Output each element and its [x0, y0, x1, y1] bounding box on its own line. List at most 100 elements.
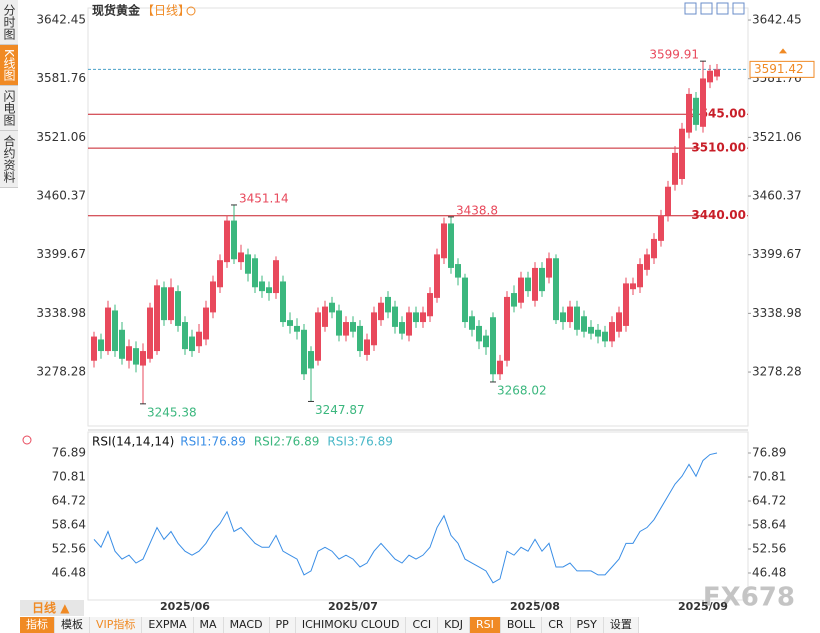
candle-body [609, 322, 615, 342]
candle-body [665, 186, 671, 216]
candle-body [714, 69, 720, 77]
toolbar-item[interactable]: EXPMA [142, 617, 194, 633]
candle-body [581, 316, 587, 332]
toolbar-icons[interactable] [684, 2, 745, 15]
candle-body [378, 302, 384, 321]
candle-body [294, 325, 300, 332]
y-tick-label: 3338.98 [752, 306, 802, 320]
candle-body [525, 277, 531, 292]
low-label: 3247.87 [315, 403, 365, 417]
toolbar-item[interactable]: CR [542, 617, 571, 633]
y-tick-label: 76.89 [52, 446, 86, 460]
candle-body [315, 312, 321, 361]
candle-body [357, 325, 363, 352]
candle-body [469, 316, 475, 330]
toolbar-item[interactable]: 指标 [20, 617, 55, 633]
y-tick-label: 76.89 [752, 446, 786, 460]
toolbar-item[interactable]: PP [270, 617, 296, 633]
last-price-label: 3591.42 [754, 62, 804, 76]
candle-body [266, 287, 272, 294]
candle-body [98, 339, 104, 352]
y-tick-label: 46.48 [52, 565, 86, 579]
candle-body [280, 281, 286, 323]
low-label: 3245.38 [147, 405, 197, 419]
y-tick-label: 52.56 [752, 541, 786, 555]
indicator-icon[interactable] [22, 435, 32, 445]
candle-body [434, 254, 440, 298]
candle-body [588, 326, 594, 334]
candle-body [154, 285, 160, 352]
y-tick-label: 3581.76 [36, 71, 86, 85]
y-tick-label: 70.81 [52, 469, 86, 483]
y-tick-label: 70.81 [752, 469, 786, 483]
level-label: 3440.00 [691, 208, 746, 222]
toolbar-item[interactable]: MA [194, 617, 224, 633]
y-tick-label: 3521.06 [36, 130, 86, 144]
sidebar-tab[interactable]: K线图 [0, 45, 18, 86]
x-tick-label: 2025/09 [678, 600, 728, 613]
high-label: 3599.91 [649, 48, 699, 62]
candle-body [427, 293, 433, 317]
last-price-box [749, 60, 815, 78]
toolbar-item[interactable]: 模板 [55, 617, 90, 633]
candle-body [707, 70, 713, 83]
candle-body [133, 348, 139, 365]
high-label: 3438.8 [456, 203, 498, 217]
candle-body [371, 312, 377, 346]
candle-body [644, 254, 650, 270]
y-tick-label: 3338.98 [36, 306, 86, 320]
candle-body [518, 277, 524, 303]
candle-body [483, 335, 489, 348]
candle-body [308, 351, 314, 369]
rsi-line [93, 452, 718, 584]
candle-body [455, 264, 461, 278]
candle-body [602, 331, 608, 342]
candle-body [595, 329, 601, 337]
level-label: 3545.00 [691, 107, 746, 121]
rsi-pane [87, 431, 749, 601]
toolbar-item[interactable]: VIP指标 [90, 617, 143, 633]
sidebar-tab[interactable]: 闪电图 [0, 85, 18, 131]
candle-body [420, 312, 426, 323]
y-tick-label: 58.64 [52, 518, 86, 532]
y-tick-label: 58.64 [752, 518, 786, 532]
toolbar-item[interactable]: KDJ [438, 617, 471, 633]
candle-body [196, 331, 202, 347]
y-tick-label: 3399.67 [752, 247, 802, 261]
candle-body [168, 287, 174, 321]
candle-body [336, 310, 342, 336]
toolbar-item[interactable]: PSY [571, 617, 604, 633]
candle-body [161, 287, 167, 321]
level-label-bg [700, 208, 747, 223]
toolbar-item[interactable]: RSI [470, 617, 501, 633]
candle-body [462, 277, 468, 323]
candle-body [119, 329, 125, 359]
candle-body [329, 302, 335, 313]
settings-icon[interactable] [186, 6, 196, 16]
candle-body [189, 336, 195, 352]
candle-body [175, 291, 181, 326]
toolbar-item[interactable]: ICHIMOKU CLOUD [296, 617, 407, 633]
toolbar-item[interactable]: BOLL [501, 617, 543, 633]
candle-body [679, 128, 685, 179]
candle-body [532, 267, 538, 301]
sidebar: 分时图 K线图 闪电图 合约资料 [0, 0, 18, 188]
toolbar-item[interactable]: CCI [406, 617, 439, 633]
watermark: FX678 [703, 583, 795, 613]
period-selector[interactable]: 日线 ▲ [20, 600, 84, 616]
candle-body [343, 322, 349, 336]
sidebar-tab[interactable]: 分时图 [0, 0, 18, 45]
candle-body [147, 307, 153, 359]
candle-body [700, 78, 706, 127]
toolbar-item[interactable]: MACD [224, 617, 270, 633]
candle-body [231, 220, 237, 260]
candle-body [658, 215, 664, 241]
toolbar-item[interactable]: 设置 [604, 617, 639, 633]
candle-body [399, 322, 405, 334]
chart-title: 现货黄金 [92, 3, 141, 18]
sidebar-tab[interactable]: 合约资料 [0, 130, 18, 188]
candle-body [140, 351, 146, 366]
candle-body [364, 339, 370, 355]
